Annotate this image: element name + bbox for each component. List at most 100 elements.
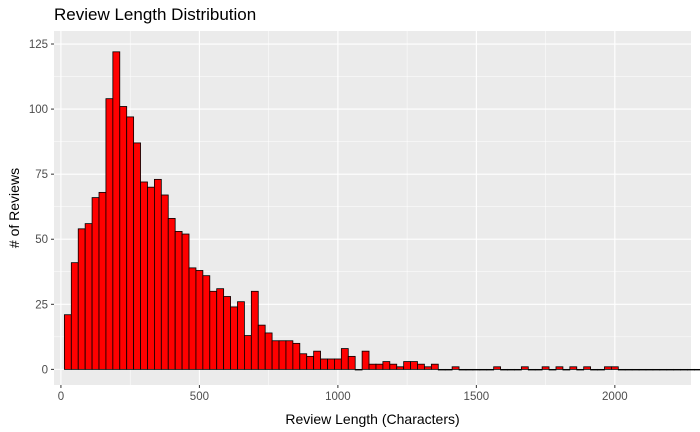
histogram-bar — [347, 355, 356, 370]
histogram-bar — [361, 350, 370, 370]
histogram-bar — [610, 366, 619, 370]
histogram-bar — [687, 368, 695, 371]
x-tick-label: 500 — [190, 391, 209, 403]
histogram-bar — [541, 366, 550, 370]
histogram-bar — [520, 366, 529, 370]
y-tick-label: 25 — [35, 299, 48, 311]
histogram-bar — [250, 290, 259, 370]
histogram-bar — [244, 335, 252, 370]
x-axis-ticks: 0 500 1000 1500 2000 — [58, 385, 628, 403]
histogram-bar — [153, 178, 162, 370]
histogram-bar — [694, 368, 700, 371]
histogram-bar — [223, 296, 231, 370]
histogram-bar — [562, 368, 571, 371]
histogram-bar — [160, 194, 169, 370]
histogram-bar — [576, 368, 585, 371]
histogram-bar — [569, 366, 578, 370]
y-axis-title: # of Reviews — [6, 168, 22, 248]
histogram-bar — [389, 363, 398, 370]
histogram-bar — [597, 368, 605, 371]
histogram-bar — [237, 301, 245, 370]
histogram-bar — [548, 368, 557, 371]
histogram-bar — [451, 366, 460, 370]
histogram-bar — [680, 368, 688, 371]
histogram-bar — [458, 368, 467, 371]
histogram-bar — [500, 368, 508, 371]
y-axis-ticks: 0 25 50 75 100 125 — [29, 39, 54, 376]
histogram-bar — [264, 332, 273, 370]
histogram-bar — [673, 368, 682, 371]
histogram-bar — [126, 116, 135, 370]
histogram-bar — [320, 358, 328, 370]
histogram-bar — [590, 368, 598, 371]
histogram-bar — [167, 218, 176, 370]
histogram-bar — [479, 368, 488, 371]
histogram-bar — [507, 368, 515, 371]
histogram-bar — [465, 368, 474, 371]
y-tick-label: 75 — [35, 169, 48, 181]
histogram-bar — [299, 353, 308, 370]
histogram-bar — [583, 366, 592, 370]
histogram-bar — [514, 368, 522, 371]
histogram-bar — [181, 233, 190, 370]
histogram-bar — [555, 366, 564, 370]
histogram-bar — [278, 340, 287, 370]
y-tick-label: 100 — [29, 104, 48, 116]
histogram-bar — [195, 270, 204, 370]
histogram-bar — [188, 267, 197, 370]
grid-major — [54, 31, 691, 385]
histogram-bar — [444, 368, 453, 371]
histogram-bar — [216, 288, 225, 370]
histogram-bar — [133, 142, 141, 370]
histogram-bar — [105, 98, 114, 370]
histogram-bar — [617, 368, 626, 371]
x-axis-title: Review Length (Characters) — [285, 411, 459, 427]
y-tick-label: 125 — [29, 39, 48, 51]
histogram-bar — [257, 324, 266, 370]
y-tick-label: 0 — [42, 364, 48, 376]
histogram-bar — [375, 363, 384, 370]
histogram-bar — [534, 368, 543, 371]
histogram-bar — [659, 368, 668, 371]
histogram-bar — [354, 368, 363, 371]
histogram-bar — [340, 348, 349, 370]
histogram-bar — [327, 358, 335, 370]
histogram-bar — [396, 366, 405, 370]
histogram-bar — [209, 290, 218, 370]
histogram-bar — [382, 361, 391, 370]
histogram-bar — [285, 340, 294, 370]
x-tick-label: 0 — [58, 391, 64, 403]
histogram-bar — [368, 363, 377, 370]
x-tick-label: 2000 — [602, 391, 628, 403]
histogram-bar — [624, 368, 633, 371]
histogram-bar — [313, 350, 321, 370]
histogram-bar — [334, 358, 342, 370]
histogram-bar — [638, 368, 647, 371]
histogram-bar — [604, 366, 612, 370]
histogram-bar — [486, 368, 495, 371]
histogram-bar — [472, 368, 481, 371]
histogram-bar — [174, 231, 183, 370]
histogram-bar — [119, 106, 128, 370]
histogram-bar — [202, 275, 211, 370]
histogram-bar — [70, 262, 79, 370]
histogram-bar — [84, 223, 93, 370]
chart-title: Review Length Distribution — [54, 5, 257, 24]
histogram-bar — [292, 342, 301, 370]
histogram-bar — [403, 361, 411, 370]
histogram-bar — [77, 228, 86, 370]
histogram-bar — [437, 368, 446, 371]
histogram-bar — [417, 363, 425, 370]
histogram-bar — [666, 368, 675, 371]
x-tick-label: 1000 — [325, 391, 351, 403]
histogram-bar — [271, 340, 280, 370]
histogram-bar — [652, 368, 661, 371]
histogram-bar — [306, 355, 315, 370]
y-tick-label: 50 — [35, 234, 48, 246]
histogram-bar — [430, 363, 439, 370]
histogram-bar — [230, 306, 238, 370]
histogram-bar — [631, 368, 640, 371]
histogram-bar — [645, 368, 654, 371]
histogram-bar — [112, 51, 121, 370]
